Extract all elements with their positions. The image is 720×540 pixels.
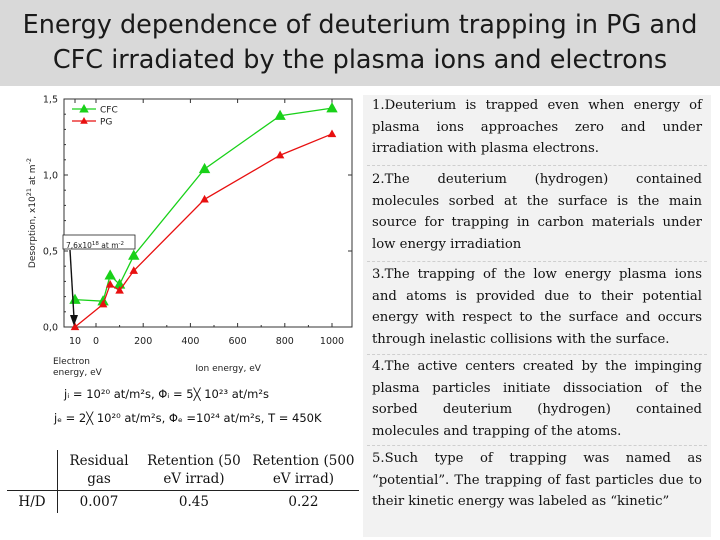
data-point-cfc — [326, 102, 338, 113]
findings-panel: 1.Deuterium is trapped even when energy … — [363, 95, 711, 537]
table-cell-residual-gas: 0.007 — [79, 494, 119, 510]
x-tick-label: 600 — [229, 336, 247, 347]
annotation-arrow — [69, 249, 75, 319]
finding-2: 2.The deuterium (hydrogen) contained mol… — [372, 172, 702, 252]
y-axis-label: Desorption, x1021 at m-2 — [25, 158, 38, 268]
separator — [367, 165, 707, 166]
separator — [367, 261, 707, 262]
separator — [367, 354, 707, 355]
data-point-pg — [115, 286, 124, 294]
x-tick-label: 200 — [134, 336, 152, 347]
data-point-cfc — [104, 269, 116, 280]
table-header-retention-500ev: Retention (500 eV irrad) — [252, 453, 355, 487]
table-cell-retention-500ev: 0.22 — [288, 494, 319, 510]
table-header-blank — [7, 450, 58, 491]
data-point-pg — [70, 322, 80, 331]
data-point-pg — [129, 266, 139, 274]
series-line-pg — [74, 133, 333, 328]
table-header-row: Residual gas Retention (50 eV irrad) Ret… — [7, 450, 359, 491]
electron-flux-equation: jₑ = 2╳ 10²⁰ at/m²s, Φₑ =10²⁴ at/m²s, T … — [54, 411, 322, 425]
electron-axis-label: Electron — [53, 357, 90, 367]
table-header-residual-gas: Residual gas — [69, 453, 129, 487]
x-tick-label: 400 — [181, 336, 199, 347]
x-tick-label: 10 — [69, 336, 81, 347]
data-point-cfc — [274, 109, 286, 120]
table-row: H/D 0.007 0.45 0.22 — [7, 490, 359, 513]
x-tick-label: 0 — [93, 336, 99, 347]
table-header-retention-50ev: Retention (50 eV irrad) — [147, 453, 241, 487]
y-tick-label: 0,0 — [43, 323, 58, 334]
x-axis-label: Ion energy, eV — [195, 364, 261, 374]
y-tick-label: 1,0 — [43, 171, 58, 182]
separator — [367, 445, 707, 446]
data-point-cfc — [128, 249, 140, 260]
data-point-pg — [327, 129, 337, 138]
slide-title: Energy dependence of deuterium trapping … — [8, 8, 712, 78]
electron-axis-label-unit: energy, eV — [53, 368, 103, 378]
legend-label-pg: PG — [100, 118, 112, 128]
ion-flux-equation: jᵢ = 10²⁰ at/m²s, Φᵢ = 5╳ 10²³ at/m²s — [64, 387, 269, 401]
x-tick-label: 1000 — [320, 336, 344, 347]
finding-3: 3.The trapping of the low energy plasma … — [372, 267, 702, 347]
plot-frame — [63, 98, 353, 328]
title-bar: Energy dependence of deuterium trapping … — [0, 0, 720, 86]
legend-marker-cfc — [79, 104, 89, 113]
data-point-cfc — [69, 293, 81, 304]
desorption-chart: 0,0 0,5 1,0 1,5 10 0 200 400 600 800 1000 Ion energ… — [25, 95, 353, 378]
finding-5: 5.Such type of trapping was named as “po… — [372, 451, 702, 509]
y-tick-label: 0,5 — [43, 247, 58, 258]
y-tick-label: 1,5 — [43, 95, 58, 106]
data-point-pg — [98, 299, 108, 308]
x-tick-label: 800 — [276, 336, 294, 347]
series-line-cfc — [74, 107, 333, 302]
finding-4: 4.The active centers created by the impi… — [372, 359, 702, 439]
data-point-pg — [105, 279, 115, 288]
legend-marker-pg — [80, 117, 88, 124]
retention-table: Residual gas Retention (50 eV irrad) Ret… — [7, 450, 359, 513]
legend-label-cfc: CFC — [100, 106, 118, 116]
title-line-2: CFC irradiated by the plasma ions and el… — [52, 45, 668, 75]
annotation-label: 7,6x1018 at m-2 — [66, 241, 124, 250]
table-cell-ratio-label: H/D — [7, 490, 58, 513]
annotation-box — [62, 234, 136, 250]
data-point-pg — [275, 150, 285, 159]
table-cell-retention-50ev: 0.45 — [178, 494, 209, 510]
data-point-cfc — [198, 162, 211, 174]
finding-1: 1.Deuterium is trapped even when energy … — [372, 98, 702, 156]
annotation-arrowhead — [70, 315, 78, 326]
title-line-1: Energy dependence of deuterium trapping … — [22, 10, 698, 40]
data-point-pg — [200, 194, 209, 203]
